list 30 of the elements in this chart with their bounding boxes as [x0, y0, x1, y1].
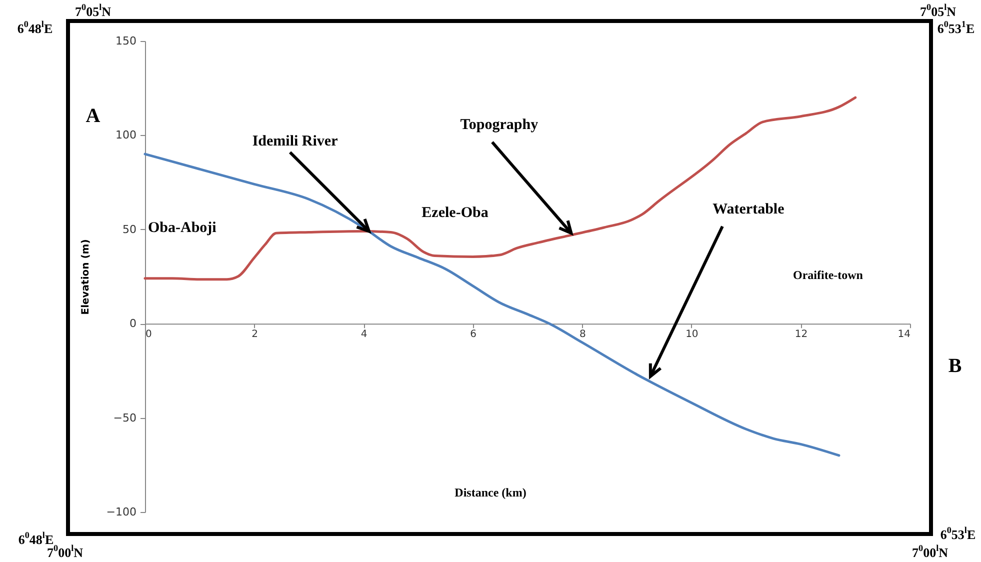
y-axis-title: Elevation (m)	[80, 239, 92, 315]
text: 7$^{0}$05$^{l}$N	[75, 2, 112, 19]
text: 7$^{0}$05$^{l}$N	[920, 2, 957, 19]
y-tick-label: 0	[130, 317, 136, 330]
x-tick-label: 10	[686, 329, 698, 340]
x-axis-title: Distance (km)	[454, 486, 526, 500]
text: 6$^{0}$48$^{l}$E	[17, 19, 53, 36]
y-tick-label: −50	[113, 411, 136, 424]
x-tick-label: 8	[579, 329, 586, 340]
annotation: Idemili River	[252, 134, 338, 150]
x-tick-label: 4	[360, 329, 368, 340]
x-tick-label: 2	[252, 329, 258, 340]
x-tick-label: 0	[146, 329, 152, 340]
annotation: Ezele-Oba	[422, 205, 489, 222]
y-tick-label: −100	[106, 506, 136, 518]
annotation: Watertable	[712, 202, 785, 218]
text: A	[86, 104, 101, 127]
annotation: Oraifite-town	[793, 268, 864, 282]
y-tick-label: 50	[122, 222, 136, 236]
x-tick-label: 12	[794, 329, 808, 340]
y-tick-label: 150	[116, 34, 136, 48]
annotation: Oba-Aboji	[148, 220, 216, 236]
annotation: Topography	[460, 118, 539, 134]
text: B	[948, 354, 962, 377]
x-tick-label: 6	[470, 329, 477, 340]
text: 7$^{0}$00$^{l}$N	[912, 543, 949, 560]
x-tick-label: 14	[898, 329, 910, 340]
y-tick-label: 100	[116, 128, 136, 142]
text: 6$^{0}$53$^{l}$E	[940, 525, 976, 542]
text: 6$^{0}$53$^{1}$E	[937, 19, 975, 36]
